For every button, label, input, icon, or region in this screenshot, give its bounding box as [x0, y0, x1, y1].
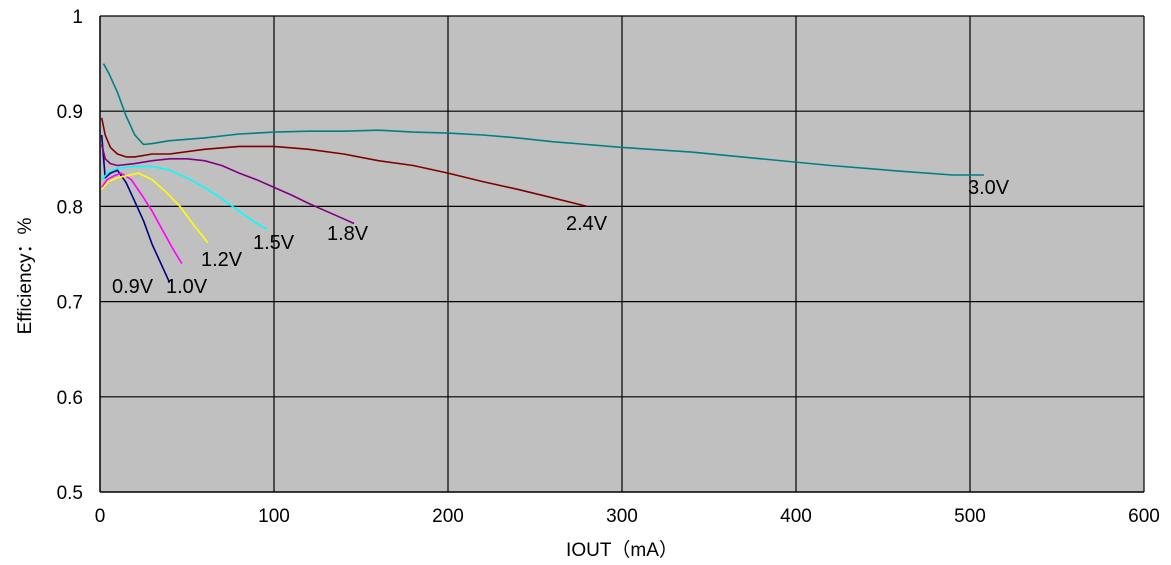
series-line-1.5V — [101, 165, 268, 230]
y-tick-label: 0.6 — [57, 388, 83, 409]
x-tick-label: 200 — [432, 506, 464, 527]
y-tick-label: 1 — [72, 7, 83, 28]
y-tick-label: 0.9 — [57, 102, 83, 123]
series-label-1.2V: 1.2V — [201, 249, 243, 271]
series-lines — [100, 63, 984, 283]
series-label-1.8V: 1.8V — [327, 223, 369, 245]
x-tick-label: 100 — [258, 506, 290, 527]
x-axis-title: IOUT（mA） — [566, 539, 678, 561]
axes — [99, 16, 1144, 493]
y-axis-title: Efficiency：% — [15, 217, 36, 334]
x-tick-label: 0 — [95, 506, 106, 527]
series-label-2.4V: 2.4V — [566, 213, 608, 235]
series-line-1.0V — [101, 172, 183, 264]
series-label-0.9V: 0.9V — [112, 276, 154, 298]
series-labels: 0.9V 1.0V 1.2V 1.5V 1.8V 2.4V 3.0V — [112, 177, 1010, 298]
x-tick-labels: 0 100 200 300 400 500 600 — [95, 506, 1160, 527]
y-tick-label: 0.5 — [57, 483, 83, 504]
series-line-3.0V — [102, 63, 984, 176]
y-tick-label: 0.8 — [57, 197, 83, 218]
series-line-1.8V — [100, 144, 355, 225]
series-line-0.9V — [100, 134, 171, 283]
series-line-2.4V — [100, 117, 588, 208]
y-tick-label: 0.7 — [57, 293, 83, 314]
series-label-3.0V: 3.0V — [968, 177, 1010, 199]
x-tick-label: 400 — [780, 506, 812, 527]
x-tick-label: 300 — [606, 506, 638, 527]
grid — [100, 15, 1145, 492]
x-tick-label: 600 — [1128, 506, 1160, 527]
series-line-1.2V — [101, 172, 209, 244]
x-tick-label: 500 — [954, 506, 986, 527]
series-label-1.0V: 1.0V — [166, 276, 208, 298]
series-label-1.5V: 1.5V — [253, 232, 295, 254]
y-tick-labels: 0.5 0.6 0.7 0.8 0.9 1 — [57, 7, 83, 504]
